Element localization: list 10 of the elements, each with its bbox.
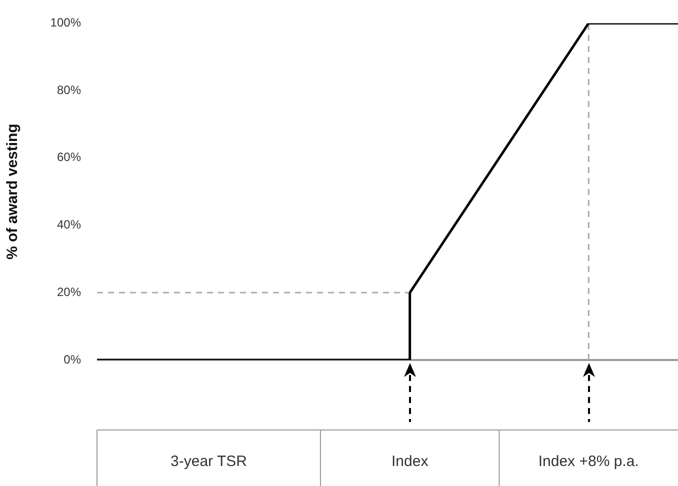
x-tick-label: Index — [391, 453, 429, 470]
y-tick-label: 60% — [56, 150, 82, 164]
x-tick-label: Index +8% p.a. — [538, 453, 639, 470]
y-tick-label: 40% — [56, 218, 82, 232]
y-tick-label: 20% — [56, 284, 82, 299]
y-tick-label: 0% — [64, 352, 82, 366]
y-axis-title: % of award vesting — [4, 124, 22, 260]
x-axis-title: 3-year TSR — [170, 453, 248, 470]
y-tick-label: 80% — [56, 82, 82, 97]
y-tick-label: 100% — [50, 16, 82, 30]
